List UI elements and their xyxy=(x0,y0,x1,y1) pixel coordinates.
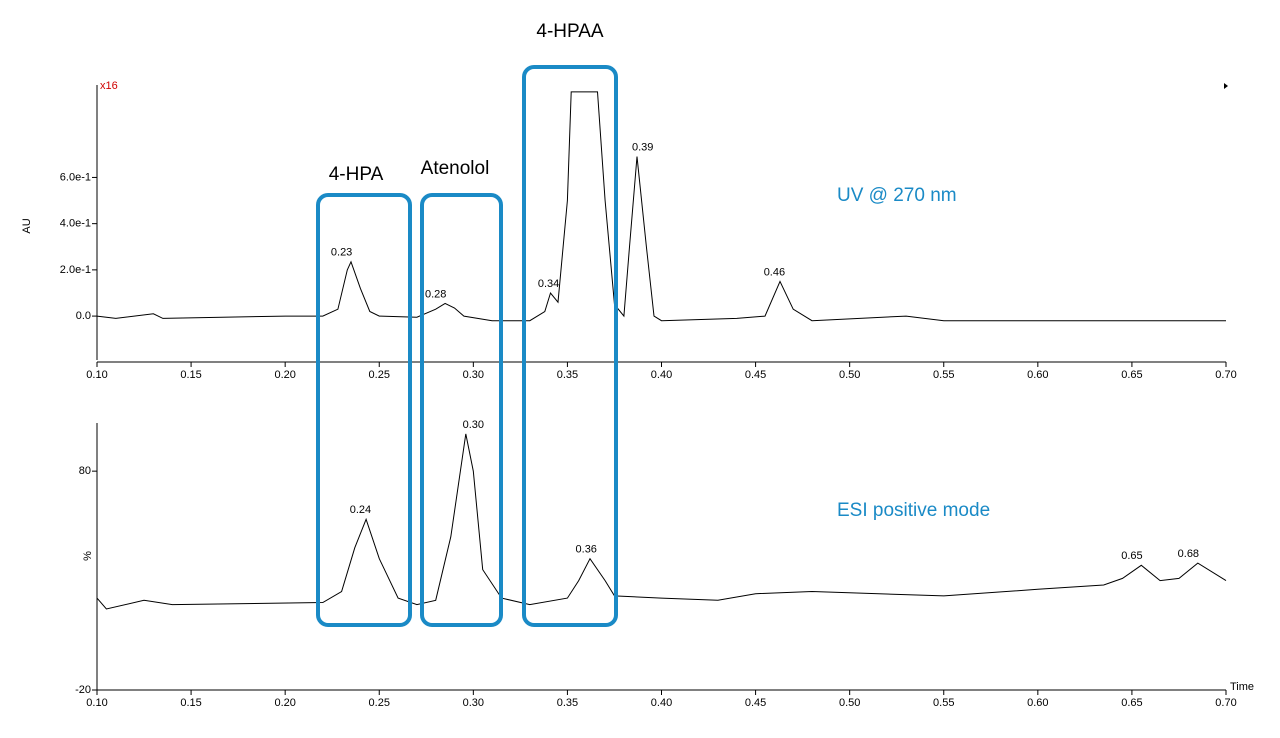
annotation: 4-HPAA xyxy=(536,21,604,42)
x-tick-label: 0.20 xyxy=(274,697,295,709)
x-tick-label: 0.70 xyxy=(1215,369,1236,381)
x-tick-label: 0.25 xyxy=(369,369,390,381)
highlight-box xyxy=(420,193,503,627)
peak-label: 0.23 xyxy=(331,247,352,259)
peak-label: 0.39 xyxy=(632,142,653,154)
trace-label: UV @ 270 nm xyxy=(837,185,957,206)
x-tick-label: 0.50 xyxy=(839,369,860,381)
marker xyxy=(1224,83,1228,89)
peak-label: 0.28 xyxy=(425,288,446,300)
y-axis-label: AU xyxy=(21,218,33,233)
x-tick-label: 0.30 xyxy=(463,697,484,709)
x-tick-label: 0.65 xyxy=(1121,697,1142,709)
x-tick-label: 0.40 xyxy=(651,697,672,709)
y-tick-label: 2.0e-1 xyxy=(60,264,91,276)
y-tick-label: 0.0 xyxy=(76,310,91,322)
y-axis-label: % xyxy=(82,551,94,561)
x-tick-label: 0.60 xyxy=(1027,697,1048,709)
x-tick-label: 0.65 xyxy=(1121,369,1142,381)
x-tick-label: 0.60 xyxy=(1027,369,1048,381)
x-tick-label: 0.40 xyxy=(651,369,672,381)
x-tick-label: 0.20 xyxy=(274,369,295,381)
peak-label: 0.68 xyxy=(1178,548,1199,560)
y-tick-label: -20 xyxy=(75,684,91,696)
trace-line xyxy=(96,433,1227,610)
highlight-box xyxy=(316,193,412,627)
x-axis-label: Time xyxy=(1230,681,1254,693)
trace-line xyxy=(96,91,1226,322)
y-tick-label: 6.0e-1 xyxy=(60,171,91,183)
x-tick-label: 0.45 xyxy=(745,369,766,381)
x-tick-label: 0.25 xyxy=(369,697,390,709)
x-tick-label: 0.15 xyxy=(180,369,201,381)
x-tick-label: 0.35 xyxy=(557,369,578,381)
y-tick-label: 80 xyxy=(79,465,91,477)
peak-label: 0.46 xyxy=(764,266,785,278)
x-tick-label: 0.70 xyxy=(1215,697,1236,709)
peak-label: 0.65 xyxy=(1121,550,1142,562)
x-tick-label: 0.10 xyxy=(86,697,107,709)
peak-label: 0.36 xyxy=(576,544,597,556)
x-tick-label: 0.45 xyxy=(745,697,766,709)
x-tick-label: 0.55 xyxy=(933,697,954,709)
x-tick-label: 0.55 xyxy=(933,369,954,381)
peak-label: 0.24 xyxy=(350,504,371,516)
x-tick-label: 0.10 xyxy=(86,369,107,381)
x-tick-label: 0.50 xyxy=(839,697,860,709)
peak-label: 0.30 xyxy=(463,419,484,431)
x-tick-label: 0.35 xyxy=(557,697,578,709)
scale-factor: x16 xyxy=(100,80,118,92)
annotation: 4-HPA xyxy=(329,164,384,185)
y-tick-label: 4.0e-1 xyxy=(60,218,91,230)
highlight-box xyxy=(522,65,618,627)
x-tick-label: 0.15 xyxy=(180,697,201,709)
trace-label: ESI positive mode xyxy=(837,500,990,521)
peak-label: 0.34 xyxy=(538,278,559,290)
x-tick-label: 0.30 xyxy=(463,369,484,381)
annotation: Atenolol xyxy=(421,158,490,179)
